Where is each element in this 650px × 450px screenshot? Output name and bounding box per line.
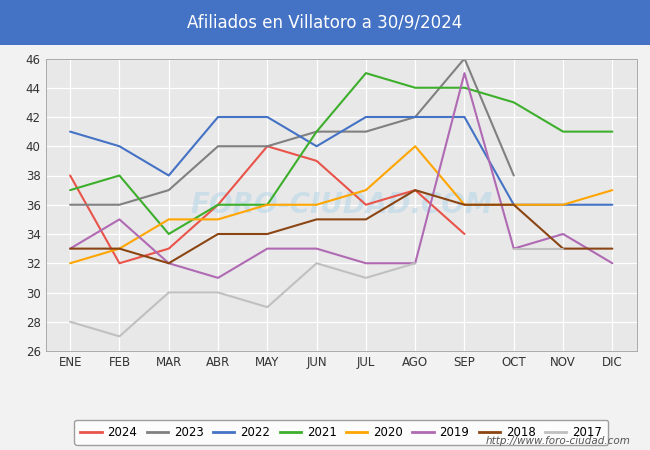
Legend: 2024, 2023, 2022, 2021, 2020, 2019, 2018, 2017: 2024, 2023, 2022, 2021, 2020, 2019, 2018… <box>74 420 608 445</box>
Text: FORO-CIUDAD.COM: FORO-CIUDAD.COM <box>190 191 493 219</box>
Text: http://www.foro-ciudad.com: http://www.foro-ciudad.com <box>486 436 630 446</box>
Text: Afiliados en Villatoro a 30/9/2024: Afiliados en Villatoro a 30/9/2024 <box>187 14 463 32</box>
